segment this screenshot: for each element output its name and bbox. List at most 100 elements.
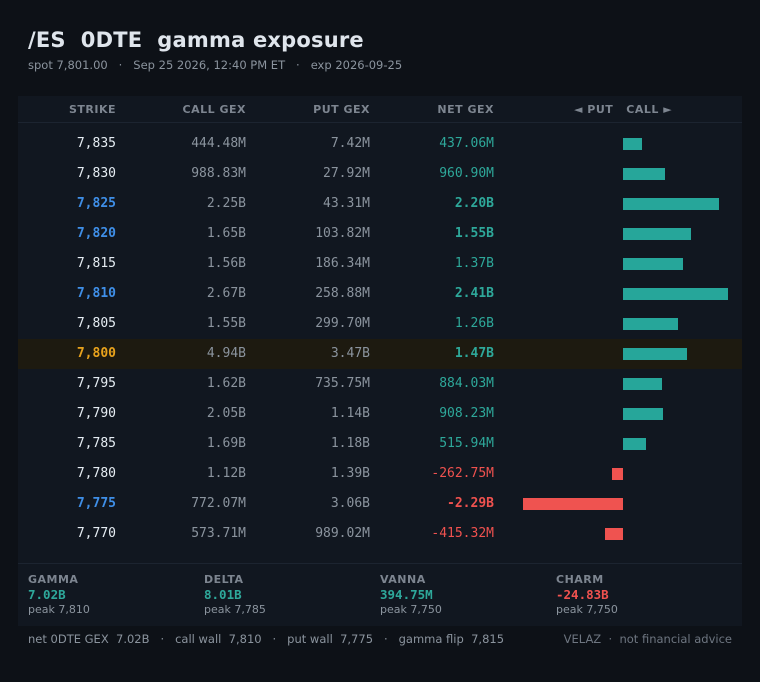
stat-value: 8.01B xyxy=(204,587,242,602)
stat-value: -24.83B xyxy=(556,587,609,602)
net-gex-bar xyxy=(623,438,646,450)
column-header-net-gex[interactable]: NET GEX xyxy=(437,103,494,116)
header: /ES 0DTE gamma exposure spot 7,801.00 · … xyxy=(28,28,402,72)
call-gex-cell: 1.55B xyxy=(206,316,246,331)
strike-cell: 7,825 xyxy=(76,196,116,211)
stat-peak: peak 7,750 xyxy=(380,603,442,616)
gex-table: STRIKE CALL GEX PUT GEX NET GEX ◄ PUT CA… xyxy=(18,96,742,564)
put-gex-cell: 186.34M xyxy=(315,256,370,271)
net-gex-cell: 437.06M xyxy=(439,136,494,151)
stat-label: CHARM xyxy=(556,573,604,586)
net-gex-bar xyxy=(623,288,729,300)
stat-value: 394.75M xyxy=(380,587,433,602)
call-gex-cell: 2.67B xyxy=(206,286,246,301)
table-row[interactable]: 7,805 1.55B 299.70M 1.26B xyxy=(18,309,742,339)
put-gex-cell: 7.42M xyxy=(330,136,370,151)
net-gex-bar xyxy=(611,468,623,480)
net-gex-bar xyxy=(623,138,643,150)
call-gex-cell: 2.25B xyxy=(206,196,246,211)
table-row[interactable]: 7,780 1.12B 1.39B -262.75M xyxy=(18,459,742,489)
table-row[interactable]: 7,820 1.65B 103.82M 1.55B xyxy=(18,219,742,249)
column-header-strike[interactable]: STRIKE xyxy=(68,103,116,116)
net-gex-bar xyxy=(623,318,678,330)
call-gex-cell: 1.65B xyxy=(206,226,246,241)
call-gex-cell: 573.71M xyxy=(191,526,246,541)
stat-peak: peak 7,785 xyxy=(204,603,266,616)
call-gex-cell: 1.62B xyxy=(206,376,246,391)
table-row[interactable]: 7,800 4.94B 3.47B 1.47B xyxy=(18,339,742,369)
strike-cell: 7,775 xyxy=(76,496,116,511)
stat-charm: CHARM -24.83B peak 7,750 xyxy=(556,573,618,616)
put-gex-cell: 27.92M xyxy=(323,166,370,181)
net-gex-cell: 1.47B xyxy=(454,346,494,361)
stat-label: VANNA xyxy=(380,573,426,586)
put-gex-cell: 299.70M xyxy=(315,316,370,331)
page-title: /ES 0DTE gamma exposure xyxy=(28,28,364,52)
strike-cell: 7,790 xyxy=(76,406,116,421)
table-row[interactable]: 7,790 2.05B 1.14B 908.23M xyxy=(18,399,742,429)
net-gex-cell: 908.23M xyxy=(439,406,494,421)
stat-peak: peak 7,750 xyxy=(556,603,618,616)
put-gex-cell: 1.18B xyxy=(330,436,370,451)
timestamp: Sep 25 2026, 12:40 PM ET xyxy=(133,58,286,72)
net-gex-bar xyxy=(623,258,683,270)
column-header-call-gex[interactable]: CALL GEX xyxy=(182,103,246,116)
stat-gamma: GAMMA 7.02B peak 7,810 xyxy=(28,573,90,616)
stats-bar: GAMMA 7.02B peak 7,810 DELTA 8.01B peak 7,785… xyxy=(18,563,742,626)
net-gex-bar xyxy=(623,378,662,390)
strike-cell: 7,830 xyxy=(76,166,116,181)
strike-cell: 7,815 xyxy=(76,256,116,271)
net-gex-cell: 2.20B xyxy=(454,196,494,211)
call-gex-cell: 1.69B xyxy=(206,436,246,451)
put-gex-cell: 1.39B xyxy=(330,466,370,481)
strike-cell: 7,820 xyxy=(76,226,116,241)
column-header-direction: ◄ PUT CALL ► xyxy=(574,103,673,116)
table-row[interactable]: 7,775 772.07M 3.06B -2.29B xyxy=(18,489,742,519)
call-gex-cell: 1.56B xyxy=(206,256,246,271)
strike-cell: 7,810 xyxy=(76,286,116,301)
stat-peak: peak 7,810 xyxy=(28,603,90,616)
table-row[interactable]: 7,825 2.25B 43.31M 2.20B xyxy=(18,189,742,219)
strike-cell: 7,800 xyxy=(76,346,116,361)
stat-label: DELTA xyxy=(204,573,244,586)
table-header: STRIKE CALL GEX PUT GEX NET GEX ◄ PUT CA… xyxy=(18,96,742,123)
net-gex-cell: 2.41B xyxy=(454,286,494,301)
call-gex-cell: 2.05B xyxy=(206,406,246,421)
net-gex-bar xyxy=(523,498,623,510)
net-gex-cell: -2.29B xyxy=(447,496,494,511)
put-gex-cell: 258.88M xyxy=(315,286,370,301)
net-gex-cell: 1.37B xyxy=(454,256,494,271)
put-gex-cell: 3.06B xyxy=(330,496,370,511)
net-gex-bar xyxy=(623,348,688,360)
net-gex-bar xyxy=(623,408,663,420)
strike-cell: 7,780 xyxy=(76,466,116,481)
call-gex-cell: 4.94B xyxy=(206,346,246,361)
net-gex-cell: 960.90M xyxy=(439,166,494,181)
net-gex-bar xyxy=(623,198,719,210)
put-gex-cell: 43.31M xyxy=(323,196,370,211)
strike-cell: 7,785 xyxy=(76,436,116,451)
stat-delta: DELTA 8.01B peak 7,785 xyxy=(204,573,266,616)
table-row[interactable]: 7,770 573.71M 989.02M -415.32M xyxy=(18,519,742,549)
call-gex-cell: 1.12B xyxy=(206,466,246,481)
stat-value: 7.02B xyxy=(28,587,66,602)
table-row[interactable]: 7,810 2.67B 258.88M 2.41B xyxy=(18,279,742,309)
put-gex-cell: 989.02M xyxy=(315,526,370,541)
table-row[interactable]: 7,785 1.69B 1.18B 515.94M xyxy=(18,429,742,459)
net-gex-bar xyxy=(604,528,623,540)
table-row[interactable]: 7,815 1.56B 186.34M 1.37B xyxy=(18,249,742,279)
put-gex-cell: 103.82M xyxy=(315,226,370,241)
expiry-date: exp 2026-09-25 xyxy=(310,58,403,72)
footer-summary: net 0DTE GEX 7.02B · call wall 7,810 · p… xyxy=(28,632,505,646)
net-gex-cell: 1.26B xyxy=(454,316,494,331)
net-gex-cell: 515.94M xyxy=(439,436,494,451)
net-gex-cell: 1.55B xyxy=(454,226,494,241)
net-gex-cell: -262.75M xyxy=(431,466,494,481)
table-row[interactable]: 7,830 988.83M 27.92M 960.90M xyxy=(18,159,742,189)
strike-cell: 7,770 xyxy=(76,526,116,541)
column-header-put-gex[interactable]: PUT GEX xyxy=(313,103,370,116)
table-row[interactable]: 7,795 1.62B 735.75M 884.03M xyxy=(18,369,742,399)
strike-cell: 7,835 xyxy=(76,136,116,151)
table-row[interactable]: 7,835 444.48M 7.42M 437.06M xyxy=(18,129,742,159)
net-gex-bar xyxy=(623,168,665,180)
